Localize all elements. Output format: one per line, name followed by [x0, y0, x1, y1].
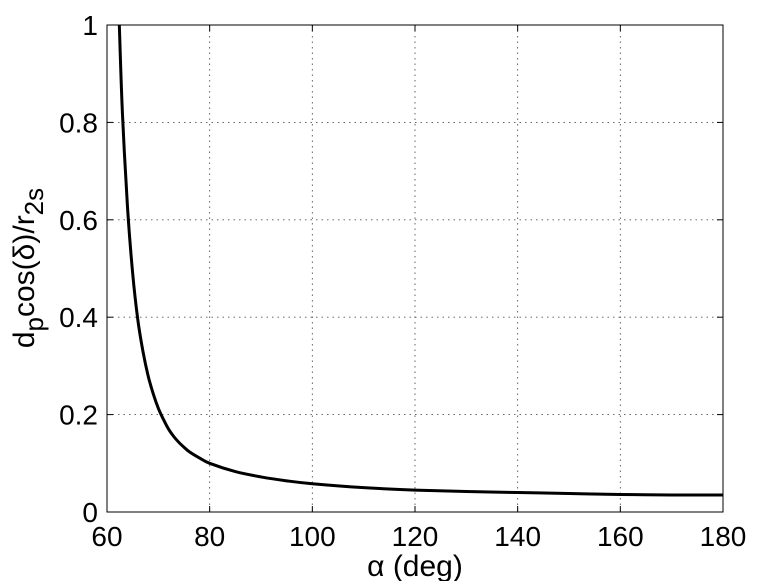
x-tick-label: 60	[91, 521, 122, 552]
y-label-sub2: 2s	[19, 188, 49, 215]
y-label-mid: cos(δ)/r	[8, 215, 41, 317]
y-label-sub1: p	[19, 317, 49, 331]
x-tick-label: 120	[392, 521, 439, 552]
y-tick-label: 0.2	[59, 400, 98, 431]
y-label-main: d	[8, 331, 41, 348]
series-group	[117, 24, 724, 497]
y-tick-label: 0.6	[59, 205, 98, 236]
y-tick-label: 0	[82, 497, 98, 528]
tick-labels: 60 80 100 120 140 160 180 0 0.2 0.4 0.6 0.8 1	[59, 10, 746, 552]
x-tick-label: 80	[194, 521, 225, 552]
series-line	[117, 24, 724, 497]
x-tick-label: 140	[494, 521, 541, 552]
axis-ticks	[106, 24, 724, 513]
x-tick-label: 160	[597, 521, 644, 552]
grid	[107, 25, 723, 512]
x-axis-label: α (deg)	[367, 550, 463, 581]
y-axis-label: dpcos(δ)/r2s	[8, 188, 49, 348]
y-tick-label: 0.4	[59, 302, 98, 333]
y-tick-label: 0.8	[59, 107, 98, 138]
x-tick-label: 180	[700, 521, 747, 552]
x-tick-label: 100	[289, 521, 336, 552]
y-tick-label: 1	[82, 10, 98, 41]
